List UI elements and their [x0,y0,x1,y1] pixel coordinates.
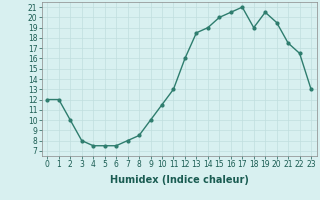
X-axis label: Humidex (Indice chaleur): Humidex (Indice chaleur) [110,175,249,185]
